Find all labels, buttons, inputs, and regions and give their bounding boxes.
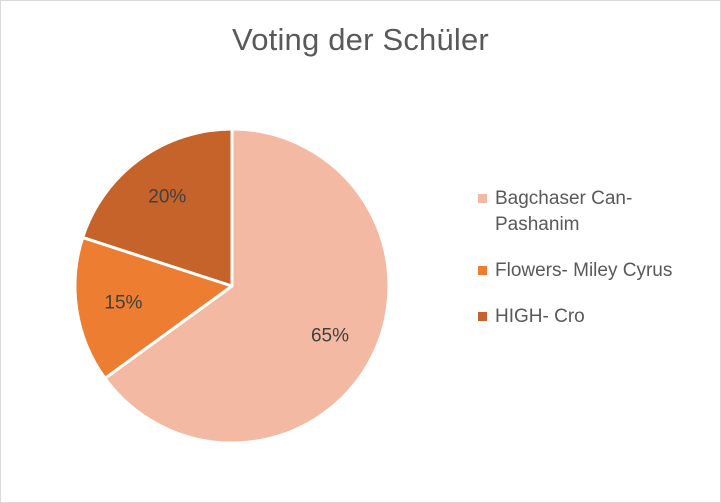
legend-label-flowers: Flowers- Miley Cyrus (495, 260, 673, 281)
pie-slice-high (81, 127, 234, 288)
pie-slices (73, 127, 391, 445)
data-label-high: 20% (148, 187, 186, 208)
legend: Bagchaser Can- Pashanim Flowers- Miley C… (478, 186, 714, 330)
legend-item-flowers: Flowers- Miley Cyrus (478, 258, 714, 284)
pie-slice-flowers (73, 235, 234, 380)
data-label-flowers: 15% (104, 293, 142, 314)
chart-title: Voting der Schüler (232, 22, 489, 57)
data-label-bagchaser: 65% (311, 325, 349, 346)
pie-slice-bagchaser (103, 127, 391, 445)
legend-swatch-high (478, 312, 487, 321)
legend-swatch-bagchaser (478, 194, 487, 203)
pie-data-labels: 65% 15% 20% (104, 187, 349, 347)
legend-swatch-flowers (478, 266, 487, 275)
legend-label-high: HIGH- Cro (495, 306, 585, 327)
legend-item-bagchaser: Bagchaser Can- Pashanim (478, 186, 714, 238)
legend-label-bagchaser: Bagchaser Can- Pashanim (495, 188, 633, 235)
legend-item-high: HIGH- Cro (478, 304, 714, 330)
